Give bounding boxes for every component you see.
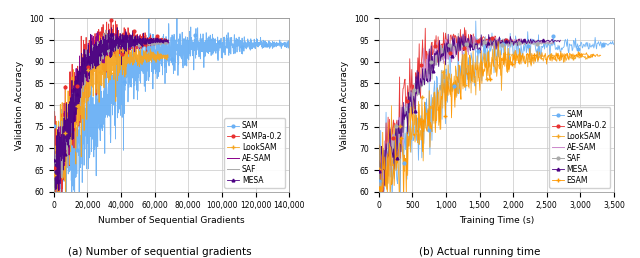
X-axis label: Number of Sequential Gradients: Number of Sequential Gradients: [98, 216, 244, 225]
Legend: SAM, SAMPa-0.2, LookSAM, AE-SAM, SAF, MESA: SAM, SAMPa-0.2, LookSAM, AE-SAM, SAF, ME…: [224, 118, 285, 188]
Text: (b) Actual running time: (b) Actual running time: [419, 247, 541, 257]
Y-axis label: Validation Accuracy: Validation Accuracy: [15, 61, 24, 150]
Legend: SAM, SAMPa-0.2, LookSAM, AE-SAM, SAF, MESA, ESAM: SAM, SAMPa-0.2, LookSAM, AE-SAM, SAF, ME…: [549, 107, 611, 188]
X-axis label: Training Time (s): Training Time (s): [459, 216, 534, 225]
Text: (a) Number of sequential gradients: (a) Number of sequential gradients: [68, 247, 252, 257]
Y-axis label: Validation Accuracy: Validation Accuracy: [340, 61, 349, 150]
